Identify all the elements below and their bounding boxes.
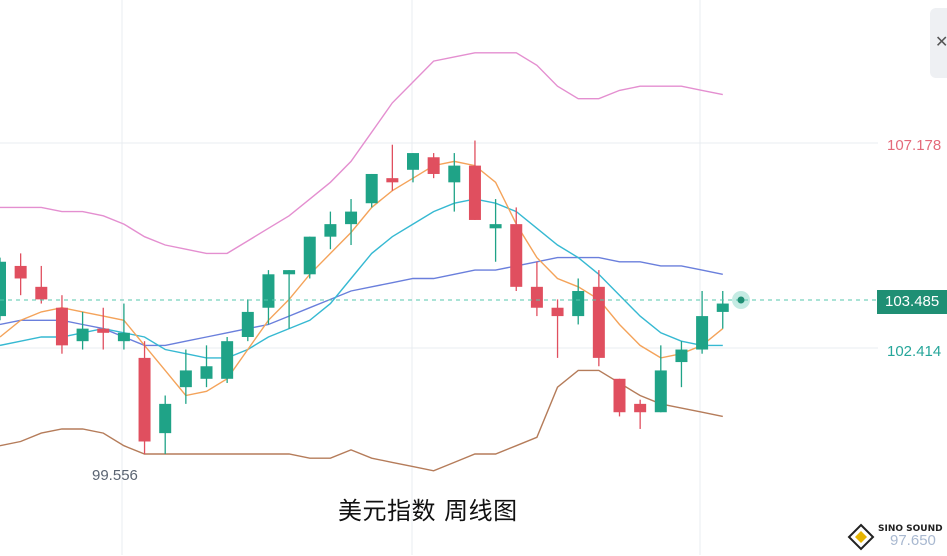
candle [221, 336, 234, 383]
candle-body [696, 316, 709, 350]
candle-body [654, 370, 667, 413]
candle [179, 349, 192, 404]
candle-body [76, 328, 89, 342]
candle [324, 211, 337, 250]
candle-body [716, 303, 729, 312]
sino-sound-logo: SINO SOUND [846, 522, 944, 552]
candle [76, 311, 89, 350]
candle-body [530, 286, 543, 308]
candle [489, 199, 502, 262]
candle-body [551, 307, 564, 317]
chart-title: 美元指数 周线图 [338, 497, 518, 525]
candle-body [468, 165, 481, 220]
candle-body [262, 274, 275, 308]
candle [35, 265, 48, 304]
logo-text: SINO SOUND [878, 524, 943, 534]
candle [510, 207, 523, 292]
candle-body [14, 265, 27, 279]
candle-body [572, 291, 585, 317]
candles [0, 140, 729, 455]
logo-icon [847, 523, 875, 551]
candle [530, 261, 543, 317]
candle-body [386, 178, 399, 183]
price-label-bottom: 97.650 [890, 532, 936, 549]
candle-body [675, 349, 688, 363]
candle [345, 199, 358, 246]
candle [262, 270, 275, 325]
candle-body [345, 211, 358, 225]
candle [14, 253, 27, 296]
candle [592, 270, 605, 367]
close-icon[interactable]: ✕ [935, 32, 947, 51]
candle-body [241, 311, 254, 337]
period-low-label: 99.556 [92, 467, 138, 484]
candle [572, 278, 585, 325]
candle [159, 395, 172, 455]
candle-body [324, 224, 337, 237]
candle [0, 257, 6, 321]
candle-body [35, 286, 48, 300]
candle-body [55, 307, 68, 346]
candle-body [117, 332, 130, 342]
candle [138, 341, 151, 455]
candle [716, 291, 729, 329]
indicator-line-0 [0, 52, 723, 255]
candle [427, 153, 440, 179]
candle-body [365, 173, 378, 204]
candle [613, 378, 626, 417]
candle [448, 153, 461, 212]
last-price-box: 103.485 [877, 290, 947, 314]
indicator-line-4 [0, 369, 723, 472]
candle [675, 341, 688, 388]
candle-body [634, 403, 647, 413]
price-axis-panel [878, 0, 947, 555]
candle [634, 399, 647, 429]
candle [283, 270, 296, 329]
candle-body [489, 224, 502, 229]
last-price-dot [737, 296, 745, 304]
candle-body [283, 270, 296, 275]
close-tab[interactable]: ✕ [930, 8, 947, 78]
candle-body [510, 224, 523, 287]
candle [117, 303, 130, 350]
candle [241, 299, 254, 342]
candle-body [0, 261, 6, 317]
price-label-upper: 107.178 [887, 137, 942, 154]
candle-body [159, 403, 172, 434]
candle-body [138, 357, 151, 442]
candle-body [427, 157, 440, 174]
candle [303, 236, 316, 279]
indicator-line-2 [0, 198, 723, 359]
candle [654, 345, 667, 413]
candle [696, 291, 709, 354]
candle-body [613, 378, 626, 413]
candle [55, 295, 68, 354]
indicator-line-3 [0, 160, 724, 397]
candle-body [179, 370, 192, 388]
candle [97, 307, 110, 350]
candle-body [303, 236, 316, 275]
candle [407, 153, 419, 183]
candle [468, 140, 481, 220]
candle [200, 345, 213, 388]
candle-body [592, 286, 605, 358]
candle-body [97, 328, 110, 333]
candle-body [407, 153, 419, 170]
candle [551, 299, 564, 358]
candle-body [200, 366, 213, 379]
candle [365, 173, 378, 208]
candle-body [448, 165, 461, 183]
candle-body [221, 341, 234, 379]
price-label-lower: 102.414 [887, 343, 942, 360]
candle [386, 144, 399, 191]
